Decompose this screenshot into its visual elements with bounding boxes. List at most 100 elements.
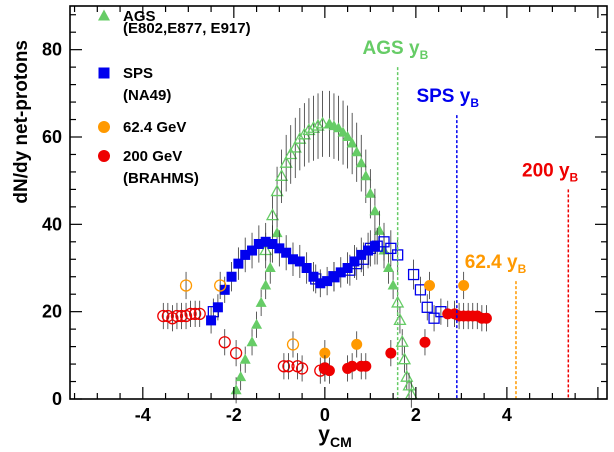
legend-sublabel: (BRAHMS) <box>123 170 199 187</box>
data-point-filled <box>356 249 367 260</box>
data-point-filled <box>346 137 358 148</box>
beam-rapidity-label: 62.4 yB <box>465 252 527 276</box>
data-point-filled <box>480 312 492 324</box>
legend-marker <box>98 150 110 162</box>
x-tick-label: 0 <box>320 405 330 425</box>
data-point-filled <box>240 249 251 260</box>
beam-rapidity-label-subscript: B <box>420 48 429 62</box>
data-point-open <box>214 279 227 292</box>
data-point-filled <box>267 238 278 249</box>
data-point-filled <box>351 146 363 157</box>
data-point-filled <box>349 256 360 267</box>
legend-label: AGS <box>123 8 156 25</box>
data-point-filled <box>271 227 283 238</box>
data-point-open <box>306 120 321 133</box>
series-62-4-gev <box>179 271 470 367</box>
plot-area <box>157 90 492 408</box>
data-point-filled <box>424 279 436 291</box>
data-point-open <box>385 242 397 255</box>
data-point-open <box>400 369 414 382</box>
beam-rapidity-annotations: AGS yB SPS yB 62.4 yB 200 yB <box>363 38 579 399</box>
data-point-filled <box>342 131 354 141</box>
y-tick-label: 20 <box>42 302 62 322</box>
data-point-open <box>184 307 197 321</box>
data-point-open <box>395 334 409 347</box>
legend-marker <box>98 121 110 133</box>
data-point-open <box>193 307 206 321</box>
data-point-filled <box>333 122 344 133</box>
y-tick-label: 0 <box>52 389 62 409</box>
x-axis-label: yCM <box>318 423 351 450</box>
data-point-open <box>282 360 295 373</box>
legend-label: 200 GeV <box>123 148 182 165</box>
data-point-filled <box>294 256 305 267</box>
data-point-filled <box>206 315 217 326</box>
data-point-open <box>421 301 433 313</box>
data-point-open <box>311 118 325 131</box>
data-point-filled <box>301 263 312 273</box>
data-point-filled <box>355 157 367 168</box>
data-point-open <box>175 309 188 323</box>
data-point-filled <box>363 245 374 256</box>
legend-label: SPS <box>123 65 153 82</box>
x-tick-label: -2 <box>226 405 242 425</box>
data-point-filled <box>255 296 267 307</box>
beam-rapidity-label: SPS yB <box>416 86 479 110</box>
data-point-filled <box>219 284 230 295</box>
data-point-filled <box>351 338 363 350</box>
data-point-open <box>229 346 243 360</box>
data-point-open <box>428 312 440 324</box>
data-point-filled <box>458 279 470 291</box>
data-point-filled <box>346 360 358 372</box>
data-point-filled <box>212 302 223 313</box>
data-point-filled <box>319 347 331 359</box>
data-point-open <box>275 168 289 181</box>
data-point-open <box>157 309 170 323</box>
x-axis-label-subscript: CM <box>330 434 352 450</box>
beam-rapidity-label: 200 yB <box>522 160 579 184</box>
plot-frame <box>69 5 608 400</box>
series-ags <box>230 90 418 408</box>
data-point-filled <box>369 205 381 216</box>
data-point-filled <box>419 336 431 348</box>
data-point-filled <box>322 276 333 287</box>
data-point-filled <box>274 243 285 254</box>
data-point-open <box>179 279 193 292</box>
data-point-filled <box>247 245 258 256</box>
data-point-filled <box>360 360 372 372</box>
legend-marker <box>98 67 110 79</box>
data-point-filled <box>260 236 271 247</box>
data-point-filled <box>383 262 395 272</box>
data-point-open <box>288 140 302 153</box>
data-point-open <box>279 155 293 168</box>
data-point-filled <box>385 347 397 359</box>
data-point-filled <box>251 318 263 329</box>
beam-rapidity-label-subscript: B <box>570 170 579 184</box>
data-point-filled <box>373 224 385 235</box>
data-point-open <box>284 147 298 160</box>
y-tick-label: 80 <box>42 40 62 60</box>
data-point-filled <box>360 170 372 181</box>
x-tick-label: 4 <box>502 405 512 425</box>
data-point-open <box>391 295 405 308</box>
data-point-open <box>302 123 316 136</box>
data-point-filled <box>315 278 326 289</box>
data-point-filled <box>260 279 272 290</box>
data-point-filled <box>226 271 237 282</box>
legend-sublabel: (NA49) <box>123 87 171 104</box>
data-point-filled <box>287 254 298 265</box>
data-point-open <box>397 352 412 365</box>
data-point-filled <box>342 263 353 273</box>
data-point-open <box>270 184 284 197</box>
data-point-filled <box>308 271 319 282</box>
data-point-filled <box>323 365 335 377</box>
x-tick-label: 2 <box>411 405 421 425</box>
x-tick-label: -4 <box>135 405 151 425</box>
data-point-open <box>414 284 427 296</box>
data-point-filled <box>335 267 346 278</box>
data-point-open <box>170 309 184 323</box>
legend-marker <box>98 9 110 21</box>
data-point-open <box>407 268 420 281</box>
